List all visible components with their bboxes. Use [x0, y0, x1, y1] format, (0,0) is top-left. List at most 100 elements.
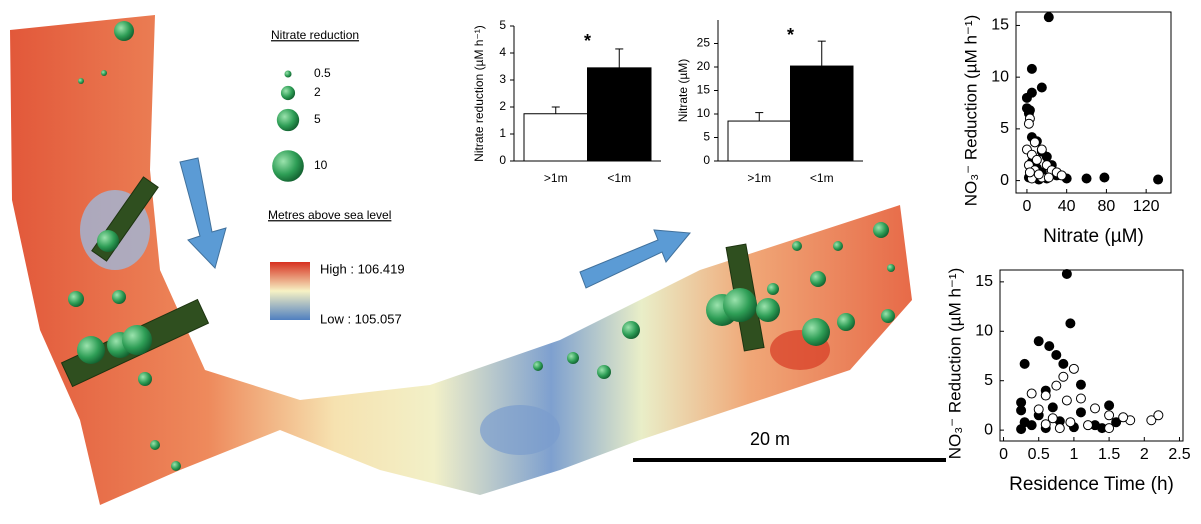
color-ramp: [270, 262, 310, 320]
y-axis-label: Nitrate reduction (µM h⁻¹): [472, 25, 486, 162]
x-tick-label: >1m: [544, 171, 568, 185]
y-tick-label: 5: [499, 18, 506, 32]
map-bubble: [78, 78, 84, 84]
map-bubble: [567, 352, 579, 364]
point: [1146, 415, 1157, 426]
map-bubble: [622, 321, 640, 339]
point: [1075, 407, 1086, 418]
y-tick-label: 2: [499, 99, 506, 113]
point: [1029, 137, 1040, 148]
point: [1043, 172, 1054, 183]
point: [1044, 341, 1055, 352]
point: [1047, 413, 1058, 424]
map-bubble: [887, 264, 895, 272]
point: [1058, 358, 1069, 369]
map-bubble: [802, 318, 830, 346]
point: [1061, 268, 1072, 279]
point: [1026, 87, 1037, 98]
annotation: *: [787, 25, 794, 45]
point: [1099, 172, 1110, 183]
point: [1047, 402, 1058, 413]
point: [1016, 424, 1027, 435]
legend-bubble: [276, 108, 300, 132]
size-legend: 0.5 2 5 10: [272, 66, 331, 182]
point: [1040, 390, 1051, 401]
flow-arrow: [579, 229, 691, 289]
legend-label: 5: [314, 112, 321, 126]
map-bubbles: [68, 21, 895, 471]
point: [1023, 118, 1034, 129]
y-tick-label: 5: [703, 130, 710, 144]
x-tick-label: 80: [1098, 198, 1116, 215]
plot-frame: [1015, 11, 1172, 194]
point: [1153, 410, 1164, 421]
map-bubble: [138, 372, 152, 386]
point: [1118, 412, 1129, 423]
x-tick-label: 1: [1069, 446, 1078, 463]
y-tick-label: 0: [984, 421, 993, 438]
point: [1033, 404, 1044, 415]
map: 20 m Nitrate reduction Metres above sea …: [10, 15, 946, 505]
annotation: *: [584, 31, 591, 51]
map-bubble: [756, 298, 780, 322]
point: [1065, 417, 1076, 428]
x-tick-label: 40: [1058, 198, 1076, 215]
point: [1075, 379, 1086, 390]
y-tick-label: 5: [1000, 120, 1009, 137]
point: [1024, 105, 1035, 116]
charts: 0 1 2 3 4 5 >1m <1m * Nitrate reduction (µM h⁻¹) 0…: [472, 11, 1191, 495]
y-tick-label: 4: [499, 45, 506, 59]
y-tick-label: 0: [499, 153, 506, 167]
point: [1068, 363, 1079, 374]
point: [1061, 395, 1072, 406]
y-tick-label: 10: [697, 106, 711, 120]
map-bubble: [68, 291, 84, 307]
map-bubble: [723, 288, 757, 322]
scale-label: 20 m: [750, 429, 790, 449]
map-bubble: [873, 222, 889, 238]
x-tick-label: 0: [999, 446, 1008, 463]
map-bubble: [881, 309, 895, 323]
map-bubble: [97, 230, 119, 252]
point: [1051, 350, 1062, 361]
map-bubble: [171, 461, 181, 471]
x-tick-label: 2: [1140, 446, 1149, 463]
x-tick-label: <1m: [810, 171, 834, 185]
point: [1065, 318, 1076, 329]
point: [1024, 167, 1035, 178]
legend-label: High : 106.419: [320, 261, 405, 276]
point: [1016, 405, 1027, 416]
point: [1026, 388, 1037, 399]
legend-bubble: [280, 85, 296, 101]
plot-frame: [999, 269, 1184, 442]
point: [1090, 403, 1101, 414]
y-tick-label: 10: [991, 68, 1009, 85]
x-axis-label: Residence Time (h): [1009, 474, 1174, 495]
bar: [523, 113, 588, 162]
y-tick-label: 15: [975, 273, 993, 290]
y-axis-label: NO₃⁻ Reduction (µM h⁻¹): [945, 268, 964, 459]
point: [1026, 420, 1037, 431]
y-tick-label: 3: [499, 72, 506, 86]
point: [1054, 423, 1065, 434]
point: [1026, 63, 1037, 74]
bar: [727, 120, 791, 162]
point: [1081, 173, 1092, 184]
map-bubble: [810, 271, 826, 287]
map-bubble: [833, 241, 843, 251]
point: [1019, 358, 1030, 369]
point: [1104, 423, 1115, 434]
point: [1036, 144, 1047, 155]
point: [1033, 169, 1044, 180]
point: [1051, 380, 1062, 391]
flow-arrow: [179, 157, 227, 269]
map-bubble: [77, 336, 105, 364]
point: [1033, 336, 1044, 347]
x-tick-label: <1m: [607, 171, 631, 185]
point: [1153, 174, 1164, 185]
legend-title: Metres above sea level: [268, 208, 391, 222]
legend-bubble: [284, 70, 292, 78]
y-tick-label: 0: [703, 153, 710, 167]
point: [1043, 12, 1054, 23]
map-bubble: [792, 241, 802, 251]
